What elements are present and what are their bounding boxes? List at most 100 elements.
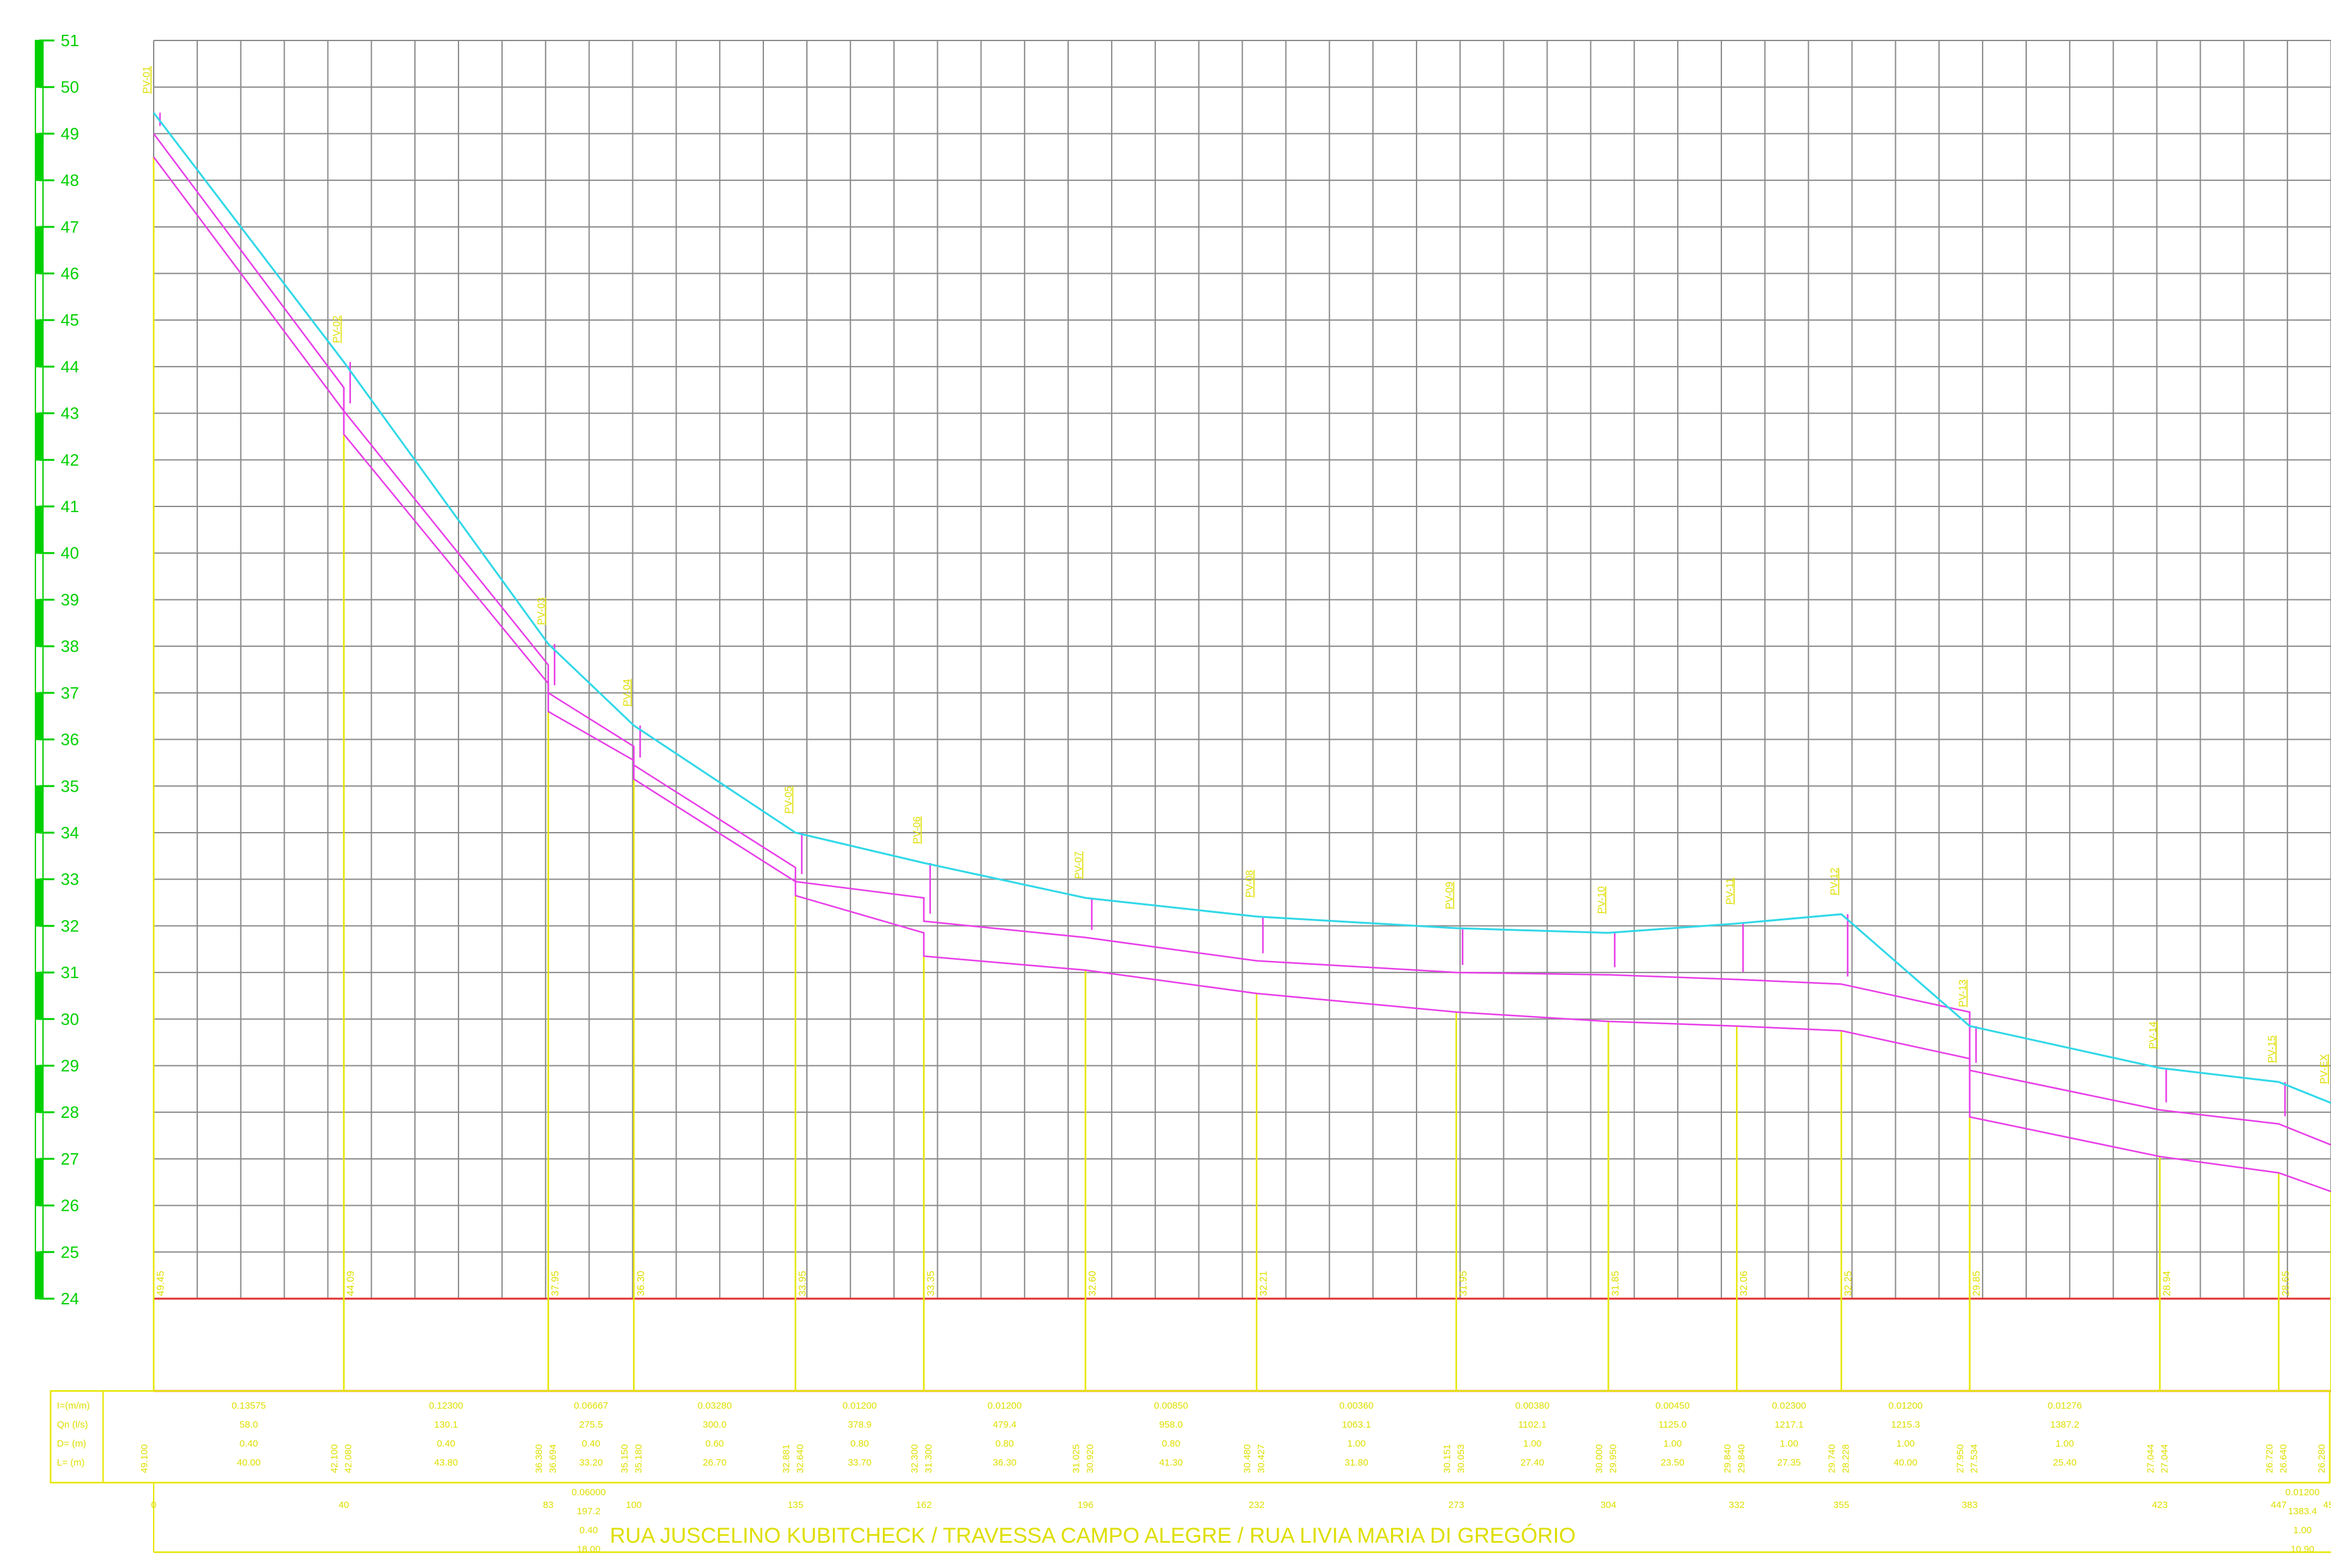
segment-value: 33.70 [848,1457,872,1468]
segment-value: 0.00380 [1515,1400,1549,1411]
terrain-line [152,112,2331,1104]
table-frame [49,1390,2331,1484]
station-invert-level: 26.280 [2316,1444,2327,1473]
terrain-profile [152,112,2331,1104]
station-invert-level: 36.694 [548,1444,558,1473]
segment-value: 0.80 [851,1438,869,1449]
segment-value: 0.12300 [429,1400,463,1411]
station-ground-level: 32.21 [1258,1271,1269,1296]
segment-value: 1383.4 [2288,1506,2317,1517]
ytick-label: 47 [61,217,79,236]
ruler-block [35,273,44,321]
station-distance: 383 [1962,1500,1977,1510]
station-distance: 447 [2271,1500,2287,1510]
segment-value: 0.80 [1162,1438,1180,1449]
station-pv-label: PV-11 [1725,878,1735,905]
segment-value: 197.2 [577,1506,601,1517]
segment-value: 1387.2 [2050,1419,2079,1430]
station-pv-label: PV-13 [1958,979,1969,1007]
ytick-label: 51 [61,31,79,50]
segment-value: 43.80 [434,1457,458,1468]
segment-value: 0.00850 [1154,1400,1188,1411]
ruler-block [35,365,44,414]
segment-value: 1063.1 [1342,1419,1371,1430]
ytick-label: 39 [61,590,79,609]
station-invert-level: 32.300 [909,1444,920,1473]
segment-value: 0.01276 [2048,1400,2082,1411]
segment-value: 1.00 [1780,1438,1798,1449]
pipe-crown-line [152,133,2331,1146]
ytick-label: 45 [61,310,79,329]
ytick-label: 34 [61,823,79,842]
station-invert-level: 31.300 [923,1444,934,1473]
ytick-label: 35 [61,776,79,795]
station-invert-level: 27.534 [1969,1444,1980,1473]
station-invert-level: 26.720 [2264,1444,2275,1473]
station-distance: 332 [1729,1500,1745,1510]
station-pv-label: PV-07 [1073,851,1084,879]
ruler-block [35,506,44,554]
segment-value: 0.13575 [231,1400,266,1411]
station-pv-label: PV-EX [2319,1054,2330,1084]
segment-value: 26.70 [703,1457,727,1468]
ruler-block [35,133,44,181]
station-distance: 458 [2323,1500,2331,1510]
segment-value: 0.01200 [1888,1400,1922,1411]
station-ground-level: 31.95 [1458,1271,1469,1296]
station-distance: 0 [151,1500,156,1510]
ytick-label: 31 [61,963,79,982]
station-invert-level: 29.950 [1608,1444,1618,1473]
station-invert-level: 42.080 [343,1444,354,1473]
segment-value: 27.35 [1777,1457,1801,1468]
ytick-label: 24 [61,1289,79,1308]
station-invert-level: 30.920 [1085,1444,1095,1473]
segment-value: 958.0 [1159,1419,1183,1430]
segment-value: 41.30 [1159,1457,1183,1468]
station-invert-level: 31.025 [1071,1444,1081,1473]
station-invert-level: 35.180 [633,1444,644,1473]
segment-value: 40.00 [1893,1457,1917,1468]
segment-value: 0.60 [705,1438,723,1449]
station-distance: 83 [543,1500,554,1510]
station-invert-level: 27.044 [2159,1444,2170,1473]
station-ground-level: 32.60 [1087,1271,1098,1296]
station-invert-level: 32.640 [795,1444,806,1473]
segment-value: 0.00450 [1656,1400,1690,1411]
station-invert-level: 30.053 [1456,1444,1467,1473]
ruler-block [35,180,44,228]
ruler-block [35,319,44,367]
station-distance: 232 [1249,1500,1265,1510]
elevation-ruler [35,40,44,1299]
segment-value: 58.0 [240,1419,258,1430]
station-ground-level: 33.35 [926,1271,937,1296]
station-distance: 196 [1078,1500,1093,1510]
station-ground-level: 31.85 [1610,1271,1621,1296]
station-distance: 162 [916,1500,932,1510]
ytick-label: 41 [61,497,79,516]
ruler-block [35,738,44,787]
station-ground-level: 36.30 [636,1271,646,1296]
segment-value: 40.00 [237,1457,261,1468]
segment-value: 1.00 [1663,1438,1682,1449]
ruler-block [35,785,44,833]
ruler-block [35,40,44,88]
table-row-label: L= (m) [57,1457,85,1468]
station-ground-level: 49.45 [156,1271,166,1296]
station-distance: 423 [2152,1500,2168,1510]
segment-value: 0.00360 [1339,1400,1374,1411]
station-pv-label: PV-03 [536,597,547,625]
ruler-block [35,646,44,694]
segment-value: 1215.3 [1891,1419,1920,1430]
station-invert-level: 49.100 [139,1444,150,1473]
station-pv-label: PV-14 [2148,1021,2158,1049]
segment-value: 1.00 [1523,1438,1541,1449]
data-table: I=(m/m) Qn (l/s) D= (m) L= (m) 0.13575 58.0 0.… [49,1390,2331,1555]
station-invert-level: 28.228 [1841,1444,1852,1473]
ruler-block [35,831,44,880]
ytick-label: 36 [61,730,79,749]
station-pv-label: PV-12 [1830,867,1840,895]
segment-value: 1.00 [1897,1438,1915,1449]
profile-title: RUA JUSCELINO KUBITCHECK / TRAVESSA CAMP… [610,1524,1575,1548]
station-invert-level: 30.480 [1242,1444,1253,1473]
segment-value: 0.01200 [2285,1487,2320,1498]
